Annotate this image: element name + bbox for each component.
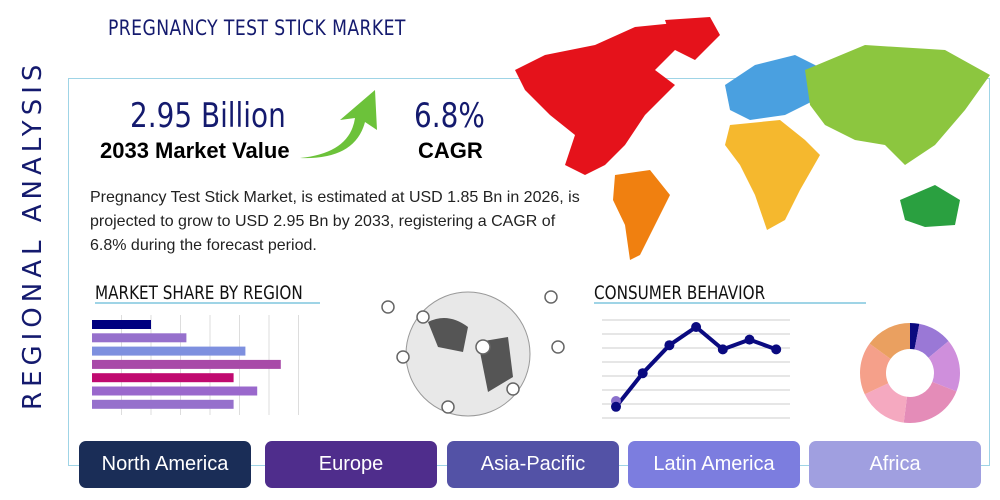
- map-north-america: [515, 23, 680, 175]
- bar: [92, 359, 281, 369]
- data-point: [691, 322, 702, 332]
- donut-slice: [864, 383, 907, 423]
- region-button-europe[interactable]: Europe: [265, 441, 437, 488]
- map-asia: [805, 45, 990, 165]
- data-point: [744, 334, 755, 345]
- market-share-bar-chart: [92, 315, 299, 415]
- globe-network-graphic: [381, 290, 565, 417]
- market-share-heading: MARKET SHARE BY REGION: [95, 282, 303, 304]
- bar: [92, 333, 187, 343]
- data-point: [771, 344, 782, 355]
- donut-slice: [903, 381, 957, 423]
- map-africa: [725, 120, 820, 230]
- donut-slice: [910, 323, 920, 350]
- growth-arrow-icon: [300, 90, 377, 159]
- donut-slice: [914, 323, 949, 358]
- page-title: PREGNANCY TEST STICK MARKET: [108, 16, 406, 40]
- donut-slice: [860, 343, 891, 395]
- map-south-america: [613, 170, 670, 260]
- heading-underline: [95, 302, 320, 304]
- consumer-line-chart: [602, 319, 790, 419]
- cagr-label: CAGR: [418, 138, 483, 163]
- region-button-north-america[interactable]: North America: [79, 441, 251, 488]
- data-point: [664, 340, 675, 351]
- map-europe: [725, 55, 825, 120]
- market-value-label: 2033 Market Value: [100, 138, 290, 163]
- region-button-africa[interactable]: Africa: [809, 441, 981, 488]
- consumer-donut-chart: [860, 323, 960, 423]
- donut-slice: [928, 341, 960, 392]
- bar: [92, 386, 258, 396]
- data-point: [611, 401, 621, 412]
- heading-underline: [594, 302, 866, 304]
- map-greenland: [665, 17, 720, 60]
- bar: [92, 373, 234, 383]
- market-description: Pregnancy Test Stick Market, is estimate…: [90, 189, 580, 254]
- map-oceania: [900, 185, 960, 227]
- data-point: [717, 344, 728, 355]
- donut-slice: [869, 323, 910, 359]
- bar: [92, 320, 151, 329]
- consumer-behavior-heading: CONSUMER BEHAVIOR: [594, 282, 766, 304]
- region-button-asia-pacific[interactable]: Asia-Pacific: [447, 441, 619, 488]
- side-label: REGIONAL ANALYSIS: [18, 59, 48, 410]
- cagr-value: 6.8%: [414, 96, 485, 136]
- world-map: [515, 17, 990, 260]
- data-point: [637, 368, 648, 379]
- bar: [92, 399, 234, 409]
- market-value: 2.95 Billion: [130, 96, 286, 136]
- bar: [92, 346, 246, 356]
- region-button-latin-america[interactable]: Latin America: [628, 441, 800, 488]
